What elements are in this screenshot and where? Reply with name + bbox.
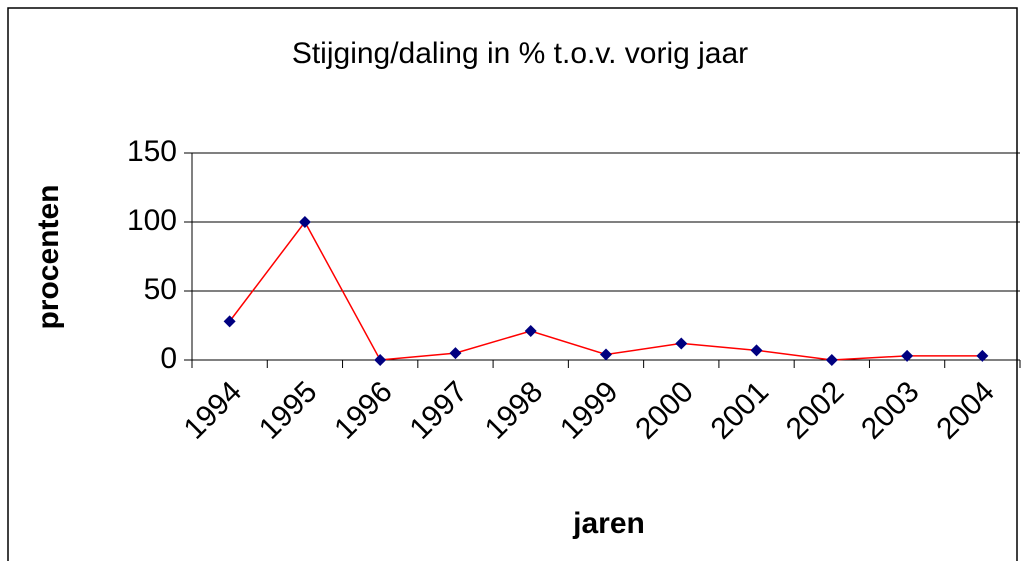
x-tick-label: 2001 xyxy=(705,375,776,446)
marker xyxy=(901,349,914,362)
y-axis-label: procenten xyxy=(32,184,65,329)
x-tick-label: 1999 xyxy=(554,375,625,446)
marker xyxy=(298,216,311,228)
x-axis-label: jaren xyxy=(572,507,645,540)
x-tick-label: 1997 xyxy=(403,375,474,446)
chart-border xyxy=(7,7,1018,561)
marker xyxy=(675,337,688,350)
marker xyxy=(976,349,989,362)
x-tick-label: 1994 xyxy=(178,375,249,446)
x-tick-label: 1995 xyxy=(253,375,324,446)
marker xyxy=(600,348,612,361)
x-tick-label: 2003 xyxy=(855,375,926,446)
x-tick-label: 1998 xyxy=(479,375,550,446)
y-tick-label: 0 xyxy=(160,342,177,375)
marker xyxy=(524,325,537,338)
marker xyxy=(750,344,763,357)
y-tick-label: 100 xyxy=(127,204,177,237)
marker xyxy=(374,354,387,366)
y-tick-label: 50 xyxy=(144,273,177,306)
x-tick-label: 1996 xyxy=(328,375,399,446)
marker xyxy=(825,354,838,366)
x-tick-label: 2002 xyxy=(780,375,851,446)
y-tick-label: 150 xyxy=(127,135,177,168)
marker xyxy=(449,347,462,360)
chart-title: Stijging/daling in % t.o.v. vorig jaar xyxy=(292,37,748,70)
marker xyxy=(223,315,236,328)
x-tick-label: 2004 xyxy=(930,375,1001,446)
x-tick-label: 2000 xyxy=(629,375,700,446)
